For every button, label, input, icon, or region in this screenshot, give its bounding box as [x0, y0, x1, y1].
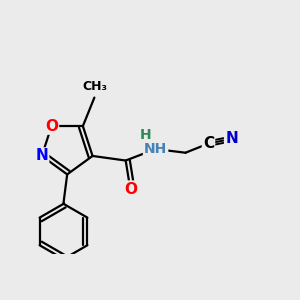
- Text: N: N: [35, 148, 48, 164]
- Text: C: C: [203, 136, 214, 151]
- Text: H: H: [140, 128, 151, 142]
- Text: O: O: [124, 182, 137, 196]
- Text: NH: NH: [144, 142, 167, 156]
- Text: O: O: [45, 118, 58, 134]
- Text: N: N: [225, 131, 238, 146]
- Text: CH₃: CH₃: [83, 80, 108, 93]
